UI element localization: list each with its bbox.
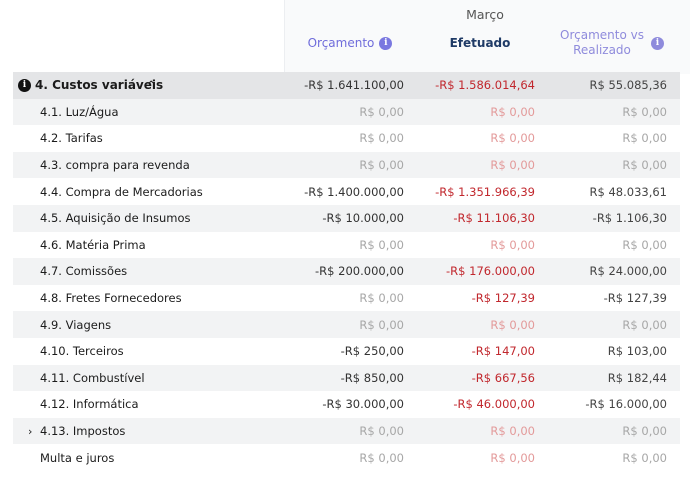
table-row[interactable]: › 4.13. Impostos R$ 0,00 R$ 0,00 R$ 0,00 [13,417,680,445]
table-row[interactable]: Multa e juros R$ 0,00 R$ 0,00 R$ 0,00 [13,444,680,471]
row-label: 4.9. Viagens [40,317,112,332]
row-budget: -R$ 850,00 [340,370,404,385]
cost-table: i 4. Custos variáveis ⌃ -R$ 1.641.100,00… [13,72,680,471]
chevron-right-icon[interactable]: › [28,424,33,438]
table-row[interactable]: 4.4. Compra de Mercadorias -R$ 1.400.000,… [13,178,680,205]
row-compare: R$ 0,00 [622,131,667,146]
row-label: 4.13. Impostos [40,424,126,439]
row-budget: -R$ 250,00 [340,344,404,359]
group-label: 4. Custos variáveis [35,78,164,93]
row-label: 4.8. Fretes Fornecedores [40,291,182,306]
row-actual: R$ 0,00 [490,450,535,465]
row-budget: -R$ 10.000,00 [322,211,404,226]
chevron-up-icon[interactable]: ⌃ [147,79,156,91]
row-budget: -R$ 1.400.000,00 [304,184,404,199]
row-compare: -R$ 127,39 [603,291,667,306]
row-actual: -R$ 11.106,30 [453,211,535,226]
budget-info-icon[interactable]: i [379,36,393,50]
row-label: 4.1. Luz/Água [40,104,119,119]
row-budget: R$ 0,00 [359,317,404,332]
header-band [284,0,690,74]
row-compare: R$ 0,00 [622,317,667,332]
info-circle-icon[interactable]: i [18,78,31,92]
row-actual: -R$ 1.351.966,39 [435,184,535,199]
group-actual: -R$ 1.586.014,64 [435,78,535,93]
month-label: Março [466,7,504,22]
row-budget: R$ 0,00 [359,158,404,173]
group-row-variable-costs[interactable]: i 4. Custos variáveis ⌃ -R$ 1.641.100,00… [13,72,680,99]
row-compare: -R$ 1.106,30 [592,211,667,226]
row-actual: -R$ 46.000,00 [453,397,535,412]
row-budget: R$ 0,00 [359,424,404,439]
row-compare: R$ 0,00 [622,424,667,439]
row-compare: R$ 48.033,61 [589,184,668,199]
row-label: 4.10. Terceiros [40,344,124,359]
row-actual: R$ 0,00 [490,424,535,439]
column-compare-header: Orçamento vs Realizado i [548,26,674,60]
row-label: 4.2. Tarifas [40,131,103,146]
row-compare: -R$ 16.000,00 [585,397,667,412]
row-label: 4.5. Aquisição de Insumos [40,211,191,226]
column-actual-header: Efetuado [420,26,540,60]
row-label: 4.4. Compra de Mercadorias [40,184,203,199]
row-actual: -R$ 667,56 [471,370,535,385]
table-row[interactable]: 4.3. compra para revenda R$ 0,00 R$ 0,00 R$… [13,151,680,179]
compare-info-icon[interactable]: i [651,36,664,50]
row-compare: R$ 0,00 [622,104,667,119]
row-label: 4.7. Comissões [40,264,128,279]
row-budget: R$ 0,00 [359,291,404,306]
row-budget: R$ 0,00 [359,131,404,146]
row-actual: -R$ 176.000,00 [446,264,535,279]
table-row[interactable]: 4.11. Combustível -R$ 850,00 -R$ 667,56 R$ … [13,364,680,392]
row-budget: -R$ 200.000,00 [315,264,404,279]
row-budget: R$ 0,00 [359,237,404,252]
table-row[interactable]: 4.12. Informática -R$ 30.000,00 -R$ 46.000… [13,391,680,418]
row-label: 4.12. Informática [40,397,139,412]
table-row[interactable]: 4.10. Terceiros -R$ 250,00 -R$ 147,00 R$ 10… [13,338,680,365]
row-actual: R$ 0,00 [490,131,535,146]
row-actual: R$ 0,00 [490,237,535,252]
row-actual: R$ 0,00 [490,317,535,332]
column-budget-header: Orçamento i [290,26,410,60]
table-row[interactable]: 4.5. Aquisição de Insumos -R$ 10.000,00 -R… [13,204,680,232]
row-compare: R$ 0,00 [622,158,667,173]
row-label: 4.11. Combustível [40,370,145,385]
table-row[interactable]: 4.7. Comissões -R$ 200.000,00 -R$ 176.000,… [13,258,680,285]
row-compare: R$ 24.000,00 [589,264,668,279]
row-actual: -R$ 147,00 [471,344,535,359]
row-actual: R$ 0,00 [490,104,535,119]
row-label: Multa e juros [40,450,115,465]
group-compare: R$ 55.085,36 [589,78,668,93]
column-budget-label: Orçamento [307,35,375,50]
column-compare-label: Orçamento vs Realizado [560,28,644,57]
column-actual-label: Efetuado [449,35,511,50]
row-budget: R$ 0,00 [359,450,404,465]
row-compare: R$ 103,00 [607,344,667,359]
table-row[interactable]: 4.2. Tarifas R$ 0,00 R$ 0,00 R$ 0,00 [13,125,680,152]
row-compare: R$ 0,00 [622,450,667,465]
table-row[interactable]: 4.9. Viagens R$ 0,00 R$ 0,00 R$ 0,00 [13,311,680,338]
table-row[interactable]: 4.8. Fretes Fornecedores R$ 0,00 -R$ 127,3… [13,285,680,312]
row-budget: R$ 0,00 [359,104,404,119]
row-label: 4.3. compra para revenda [40,158,190,173]
row-compare: R$ 0,00 [622,237,667,252]
row-compare: R$ 182,44 [607,370,667,385]
group-budget: -R$ 1.641.100,00 [304,78,404,93]
row-label: 4.6. Matéria Prima [40,237,146,252]
row-budget: -R$ 30.000,00 [322,397,404,412]
table-row[interactable]: 4.6. Matéria Prima R$ 0,00 R$ 0,00 R$ 0,00 [13,232,680,259]
table-row[interactable]: 4.1. Luz/Água R$ 0,00 R$ 0,00 R$ 0,00 [13,98,680,126]
row-actual: -R$ 127,39 [471,291,535,306]
row-actual: R$ 0,00 [490,158,535,173]
